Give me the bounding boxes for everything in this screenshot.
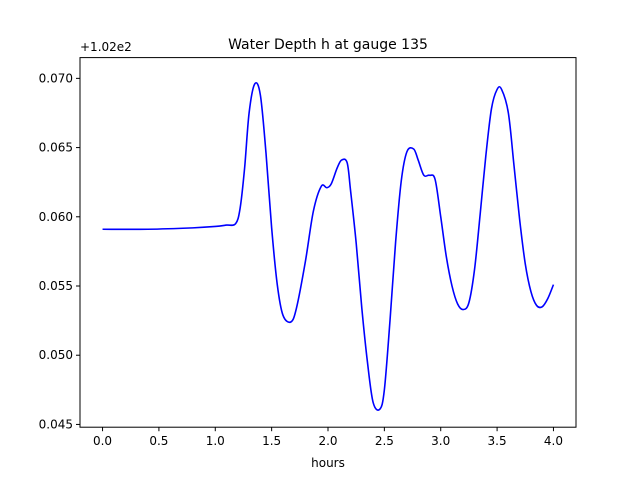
y-offset-label: +1.02e2 (80, 40, 132, 54)
plot-area: 0.0 0.5 1.0 1.5 2.0 2.5 3.0 3.5 4.0 0.0450.0500.… (39, 57, 577, 448)
x-tick-label: 1.0 (206, 434, 225, 448)
series-line (102, 81, 555, 411)
x-tick-label: 0.0 (93, 434, 112, 448)
x-tick-label: 3.0 (431, 434, 450, 448)
x-tick-label: 3.5 (488, 434, 507, 448)
x-axis: 0.0 0.5 1.0 1.5 2.0 2.5 3.0 3.5 4.0 (93, 427, 563, 448)
x-axis-label: hours (311, 456, 345, 470)
y-tick-label: 0.050 (39, 348, 73, 362)
chart-title: Water Depth h at gauge 135 (228, 37, 428, 53)
x-tick-label: 0.5 (149, 434, 168, 448)
x-tick-label: 4.0 (544, 434, 563, 448)
y-tick-label: 0.070 (39, 71, 73, 85)
x-tick-label: 1.5 (262, 434, 281, 448)
y-axis: 0.045 0.050 0.055 0.060 0.065 0.070 (39, 71, 80, 431)
y-tick-label: 0.060 (39, 210, 73, 224)
y-tick-label: 0.065 (39, 141, 73, 155)
x-tick-label: 2.5 (375, 434, 394, 448)
y-tick-label: 0.055 (39, 279, 73, 293)
x-tick-label: 2.0 (318, 434, 337, 448)
axes-frame (79, 57, 577, 428)
y-tick-label: 0.045 (39, 417, 73, 431)
